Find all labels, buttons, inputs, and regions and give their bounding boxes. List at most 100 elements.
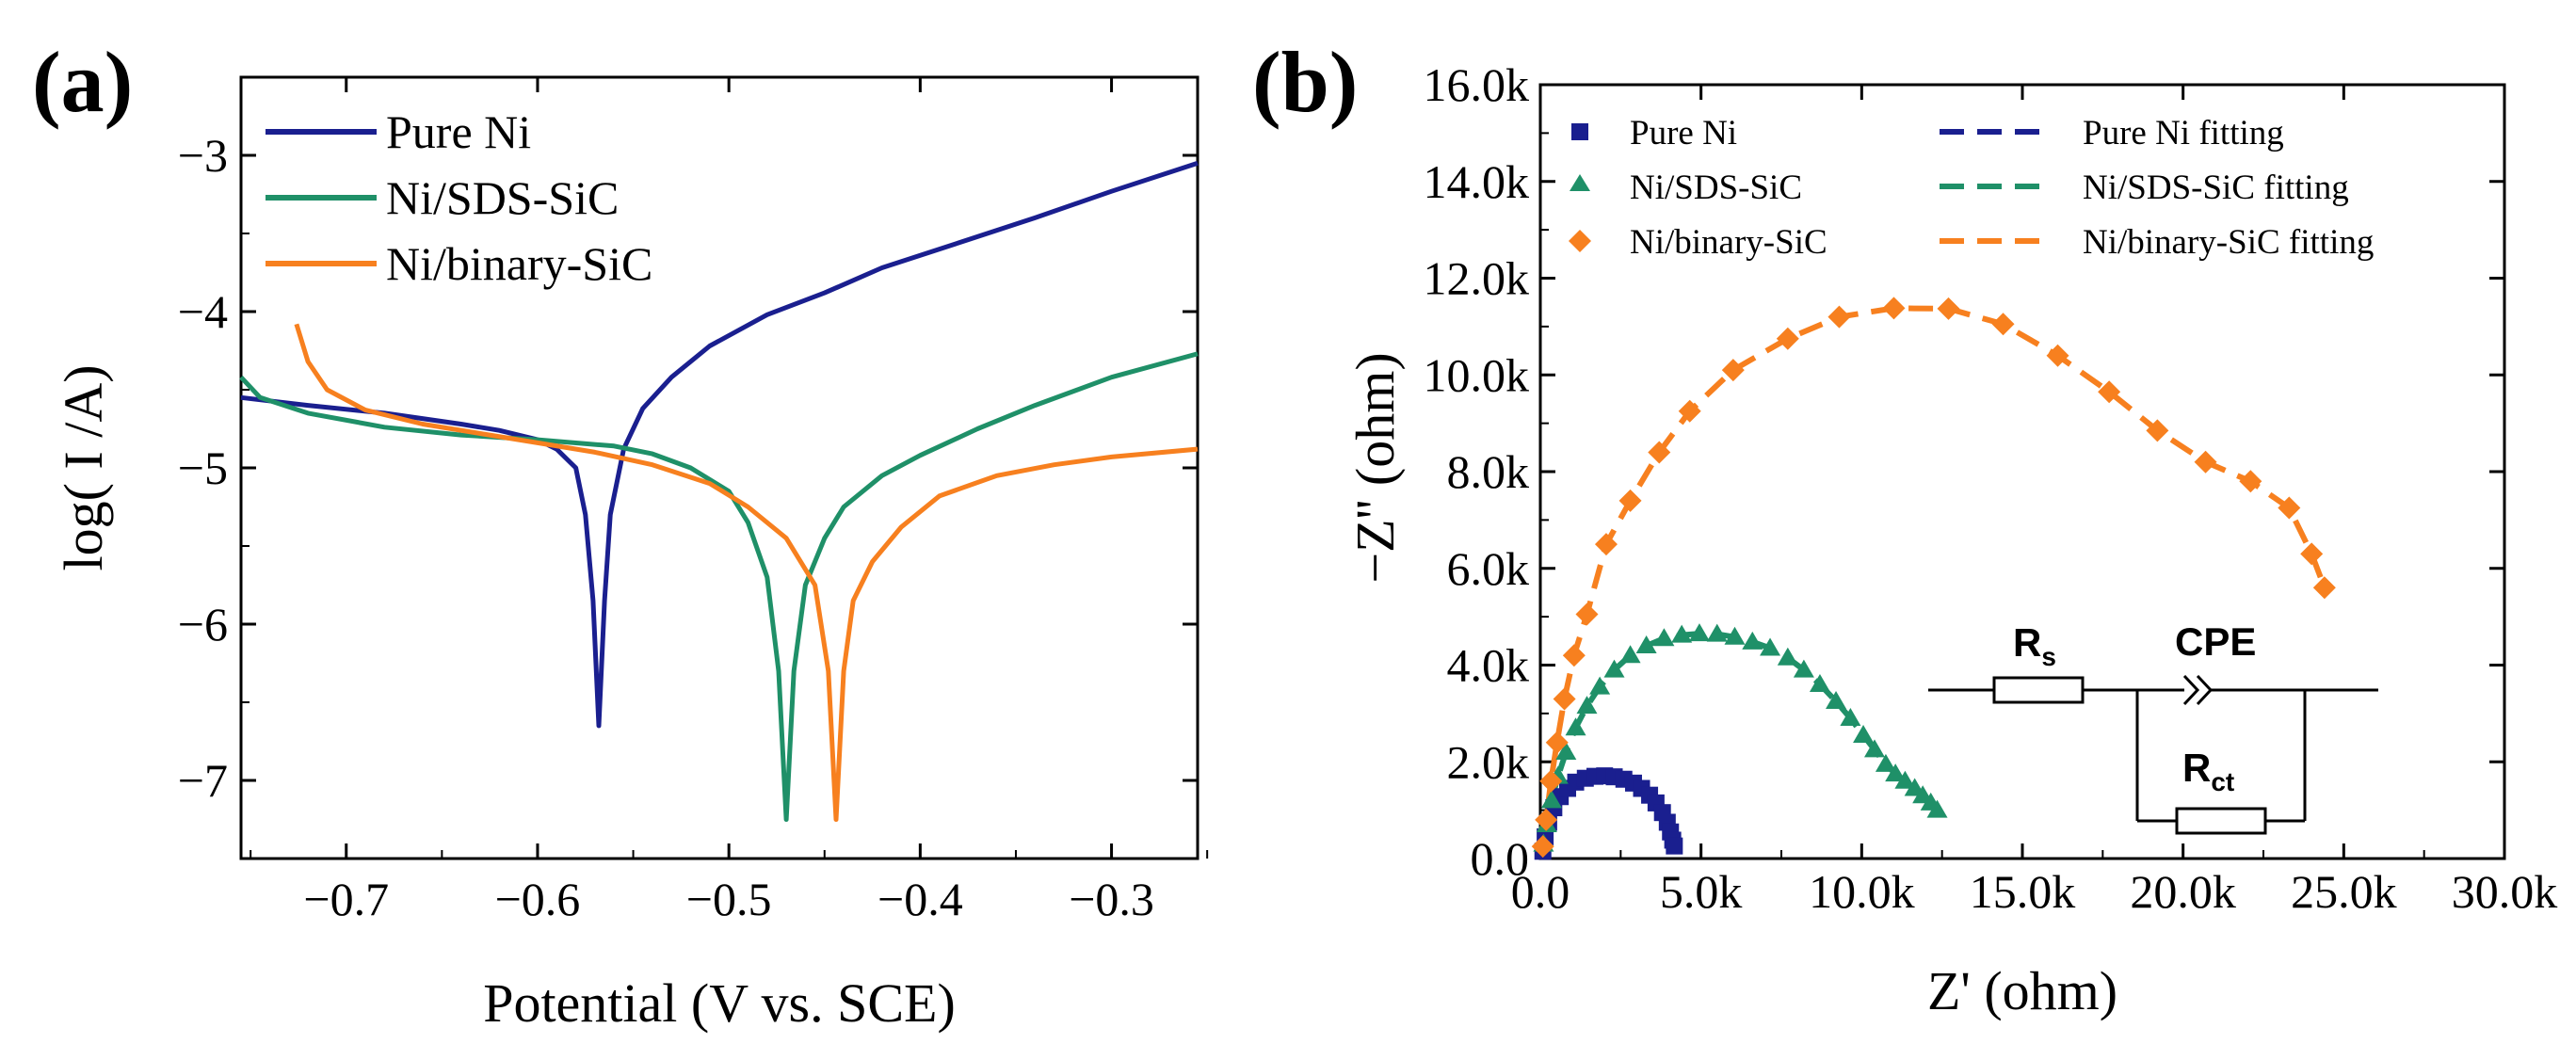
data-point-ni-sds-sic — [1619, 645, 1641, 664]
panel-b-y-tick-label: 4.0k — [1447, 639, 1530, 692]
data-point-ni-binary-sic — [1618, 489, 1642, 512]
data-point-ni-sds-sic — [1635, 634, 1657, 653]
panel-b-y-tick-label: 8.0k — [1447, 445, 1530, 498]
data-point-ni-binary-sic — [1827, 305, 1851, 329]
data-point-ni-binary-sic — [1545, 731, 1569, 754]
rs-label: Rs — [2013, 620, 2056, 671]
legend-label-ni-sds-sic-fitting: Ni/SDS-SiC fitting — [2083, 169, 2349, 207]
legend-marker-ni-sds-sic — [1570, 174, 1590, 191]
legend-label-ni-sds-sic-b: Ni/SDS-SiC — [1630, 169, 1802, 207]
panel-a-y-tick-label: −5 — [178, 442, 228, 494]
panel-b-y-tick-label: 0.0 — [1471, 832, 1530, 885]
series-line-ni-sds-sic — [239, 351, 1199, 822]
panel-b-data-markers — [1531, 297, 2336, 860]
legend-label-ni-binary-sic-fitting: Ni/binary-SiC fitting — [2083, 223, 2374, 262]
data-point-ni-sds-sic — [1565, 717, 1586, 736]
panel-b-x-tick-label: 5.0k — [1660, 865, 1743, 918]
panel-a-legend: Pure Ni Ni/SDS-SiC Ni/binary-SiC — [266, 105, 652, 290]
data-point-ni-binary-sic — [2046, 344, 2069, 367]
panel-a-x-tick-label: −0.7 — [303, 873, 389, 925]
panel-b-x-tick-label: 20.0k — [2130, 865, 2236, 918]
panel-b-y-tick-label: 14.0k — [1424, 155, 1530, 208]
panel-b-x-tick-label: 15.0k — [1970, 865, 2076, 918]
panel-a-y-tick-label: −7 — [178, 754, 228, 807]
panel-a-y-tick-label: −4 — [178, 285, 228, 338]
rs-resistor — [1992, 676, 2085, 704]
data-point-ni-binary-sic — [1991, 313, 2015, 336]
legend-marker-pure-ni — [1571, 123, 1588, 140]
data-point-ni-sds-sic — [1853, 724, 1875, 743]
data-point-ni-binary-sic — [1531, 835, 1554, 859]
cpe-label: CPE — [2175, 619, 2256, 664]
panel-b-x-tick-label: 30.0k — [2452, 865, 2558, 918]
series-line-ni-binary-sic — [294, 323, 1199, 822]
data-point-ni-sds-sic — [1706, 623, 1728, 642]
data-point-ni-binary-sic — [2278, 496, 2301, 520]
data-point-ni-sds-sic — [1926, 799, 1948, 818]
panel-a-x-tick-label: −0.4 — [877, 873, 963, 925]
cpe-element-left — [2182, 674, 2200, 706]
rct-resistor — [2175, 807, 2267, 835]
data-point-ni-binary-sic — [2146, 419, 2169, 442]
panel-b-ticks — [1538, 83, 2506, 860]
panel-a-x-tick-label: −0.6 — [495, 873, 581, 925]
panel-a-chart: (a) −0.7 −0.6 −0.5 −0.4 −0.3 −7 −6 −5 −4 −3 Pote… — [32, 34, 1209, 1034]
data-point-ni-binary-sic — [2239, 470, 2262, 493]
data-point-ni-sds-sic — [1540, 790, 1562, 809]
panel-a-series-lines — [239, 160, 1199, 822]
panel-b-label: (b) — [1252, 34, 1358, 130]
legend-label-ni-sds-sic: Ni/SDS-SiC — [386, 171, 619, 224]
panel-b-y-tick-labels: 0.0 2.0k 4.0k 6.0k 8.0k 10.0k 12.0k 14.0k 16.0k — [1424, 58, 1530, 885]
panel-a-label: (a) — [32, 34, 133, 130]
rct-label: Rct — [2182, 746, 2234, 796]
data-point-ni-binary-sic — [2300, 542, 2324, 566]
panel-b-y-tick-label: 16.0k — [1424, 58, 1530, 111]
data-point-ni-sds-sic — [1653, 628, 1675, 647]
data-point-ni-binary-sic — [1678, 399, 1701, 423]
data-point-pure-ni — [1666, 837, 1683, 855]
cpe-element-right — [2196, 674, 2214, 706]
panel-b-y-tick-label: 12.0k — [1424, 252, 1530, 305]
data-point-ni-sds-sic — [1809, 674, 1830, 693]
data-point-ni-binary-sic — [2312, 576, 2336, 600]
data-point-ni-binary-sic — [1937, 297, 1960, 320]
data-point-ni-binary-sic — [1539, 769, 1563, 793]
legend-label-pure-ni: Pure Ni — [386, 105, 531, 158]
panel-b-x-tick-label: 10.0k — [1809, 865, 1915, 918]
legend-label-pure-ni-b: Pure Ni — [1630, 114, 1737, 153]
legend-label-pure-ni-fitting: Pure Ni fitting — [2083, 114, 2284, 153]
data-point-ni-binary-sic — [1776, 327, 1799, 350]
panel-a-plot-frame — [239, 75, 1199, 860]
data-point-ni-binary-sic — [1562, 644, 1586, 667]
legend-marker-ni-binary-sic — [1569, 230, 1591, 252]
panel-a-x-tick-label: −0.3 — [1069, 873, 1154, 925]
data-point-ni-sds-sic — [1885, 763, 1907, 782]
panel-b-y-tick-label: 2.0k — [1447, 735, 1530, 788]
data-point-ni-sds-sic — [1576, 696, 1598, 715]
data-point-ni-binary-sic — [1535, 808, 1558, 831]
series-line-pure-ni — [240, 160, 1199, 729]
data-point-ni-binary-sic — [1721, 359, 1745, 382]
panel-a-ticks — [241, 76, 1209, 859]
data-point-ni-sds-sic — [1671, 624, 1693, 643]
data-point-ni-binary-sic — [1882, 297, 1906, 320]
panel-a-y-tick-label: −6 — [178, 598, 228, 650]
data-point-ni-binary-sic — [1648, 441, 1671, 464]
data-point-ni-sds-sic — [1826, 691, 1847, 710]
panel-b-x-tick-labels: 0.0 5.0k 10.0k 15.0k 20.0k 25.0k 30.0k — [1511, 865, 2558, 918]
data-point-ni-binary-sic — [1575, 602, 1599, 626]
data-point-ni-sds-sic — [1777, 647, 1798, 666]
panel-b-x-axis-title: Z' (ohm) — [1927, 960, 2117, 1021]
data-point-ni-binary-sic — [2098, 380, 2121, 404]
data-point-ni-sds-sic — [1603, 659, 1625, 678]
data-point-ni-sds-sic — [1875, 753, 1896, 772]
panel-a-x-axis-title: Potential (V vs. SCE) — [483, 972, 956, 1034]
fitting-line-ni-sds-sic — [1540, 631, 1940, 845]
data-point-ni-sds-sic — [1760, 637, 1781, 656]
data-point-ni-binary-sic — [2194, 450, 2217, 474]
data-point-ni-sds-sic — [1688, 623, 1710, 642]
panel-b-chart: (b) 0.0 5.0k 10.0k 15.0k 20.0k 25.0k 30.0k 0.0… — [1252, 34, 2557, 1021]
data-point-ni-sds-sic — [1724, 626, 1746, 645]
panel-a-y-tick-labels: −7 −6 −5 −4 −3 — [178, 129, 228, 807]
panel-b-y-axis-title: −Z'' (ohm) — [1344, 352, 1406, 583]
